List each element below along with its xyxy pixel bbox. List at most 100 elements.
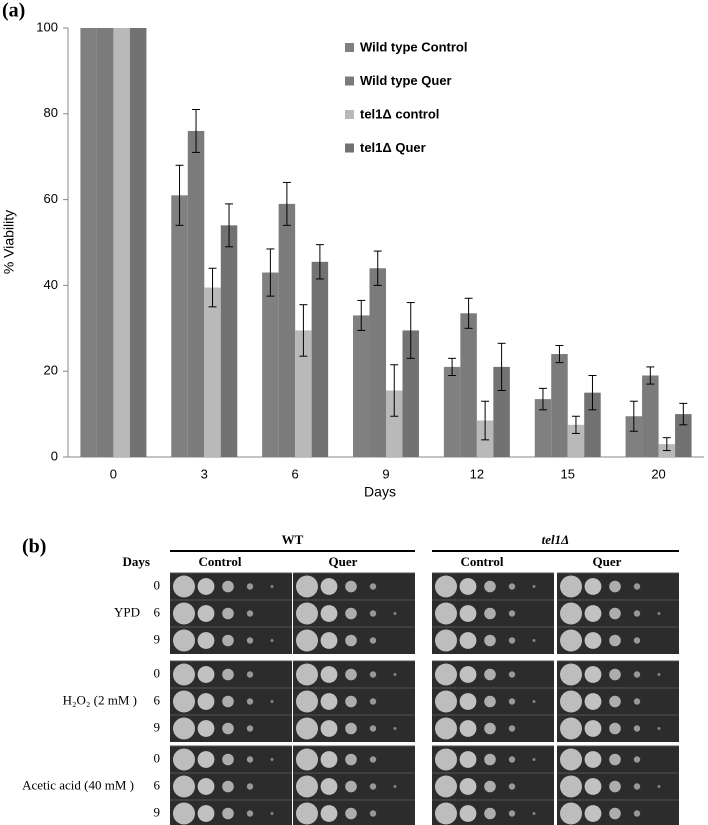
yeast-spot [222,722,234,735]
bar [386,390,403,457]
yeast-spot [222,753,234,766]
x-tick-label: 9 [382,466,389,481]
yeast-spot [459,751,477,768]
yeast-spot [270,700,274,703]
yeast-spot [197,693,215,710]
error-bar [406,302,415,359]
yeast-spot [633,756,641,763]
yeast-spot [657,785,661,788]
yeast-spot [246,810,254,817]
yeast-spot [173,663,195,686]
x-tick-label: 20 [651,466,665,481]
error-bar [662,437,671,452]
yeast-spot [459,632,477,649]
yeast-spot [560,629,582,652]
yeast-spot [584,720,602,737]
yeast-spot [657,673,661,676]
yeast-spot [197,666,215,683]
bar [493,366,510,457]
yeast-spot [222,807,234,820]
error-bar [448,357,457,376]
bar [402,330,419,457]
yeast-spot [508,610,516,617]
yeast-spot [484,807,496,820]
x-tick-label: 6 [292,466,299,481]
x-tick-label: 3 [201,466,208,481]
yeast-spot [296,717,318,740]
error-bar [481,400,490,441]
legend-swatch [345,110,354,119]
y-tick-label: 80 [44,105,58,120]
yeast-spot [508,756,516,763]
bar [460,313,477,457]
yeast-spot [484,753,496,766]
yeast-spot [320,632,338,649]
bar [295,330,312,457]
bar [187,130,205,457]
legend-label: tel1Δ Quer [360,140,426,155]
yeast-spot [560,690,582,713]
yeast-spot [173,802,195,825]
yeast-spot [246,698,254,705]
error-bar [208,267,217,308]
bar [675,414,692,457]
yeast-spot [246,671,254,678]
yeast-spot [633,610,641,617]
yeast-spot [435,717,457,740]
yeast-spot [609,753,621,766]
yeast-spot [296,629,318,652]
yeast-spot [484,780,496,793]
error-bar [390,364,399,417]
bar [369,268,386,457]
yeast-spot [560,717,582,740]
yeast-spot [197,632,215,649]
yeast-spot [222,634,234,647]
yeast-spot [508,725,516,732]
bar [567,424,585,457]
yeast-spot [508,637,516,644]
bar [584,392,601,457]
legend-swatch [345,143,354,153]
error-bar [266,248,275,297]
bar [534,399,552,457]
yeast-spot [345,780,357,793]
treatment-label: Acetic acid (40 mM ) [22,777,134,792]
yeast-spot [584,578,602,595]
yeast-spot [584,778,602,795]
yeast-spot [633,783,641,790]
bar [129,28,147,457]
legend-swatch [345,43,354,52]
error-bar [282,181,291,226]
yeast-spot [296,663,318,686]
error-bar [299,304,308,357]
yeast-spot [435,775,457,798]
yeast-spot [633,671,641,678]
yeast-spot [173,690,195,713]
yeast-spot [459,805,477,822]
yeast-spot [532,812,536,815]
bar [220,225,238,457]
day-label: 9 [154,804,161,819]
yeast-spot [560,575,582,598]
yeast-spot [246,725,254,732]
yeast-spot [609,607,621,620]
y-tick-label: 40 [44,277,58,292]
yeast-spot [393,673,397,676]
yeast-spot [320,605,338,622]
day-label: 0 [154,665,161,680]
yeast-spot [222,668,234,681]
yeast-spot [345,668,357,681]
yeast-spot [345,722,357,735]
bar [80,28,97,457]
yeast-spot [222,607,234,620]
day-label: 6 [154,604,161,619]
error-bar [571,415,580,434]
yeast-spot [320,751,338,768]
yeast-spot [173,602,195,625]
column-label: Quer [593,554,622,569]
yeast-spot [435,663,457,686]
yeast-spot [609,580,621,593]
days-label: Days [123,554,150,569]
yeast-spot [657,612,661,615]
